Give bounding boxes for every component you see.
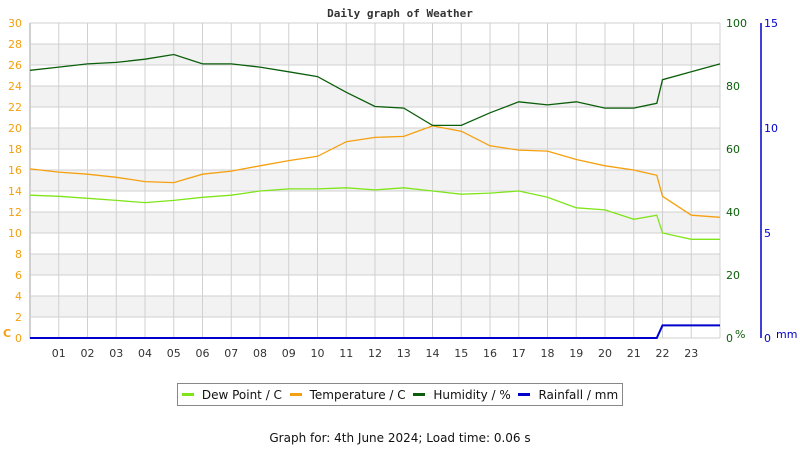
humidity-tick-label: 20 — [726, 269, 740, 282]
y-tick-label: 10 — [8, 227, 22, 240]
x-tick-label: 08 — [253, 347, 267, 360]
x-tick-label: 21 — [627, 347, 641, 360]
weather-chart: Daily graph of Weather 01 02 03 04 05 06 07 08 0… — [3, 7, 797, 360]
y-tick-label: 6 — [15, 269, 22, 282]
humidity-tick-label: 100 — [726, 17, 747, 30]
rain-axis-unit: mm — [776, 328, 797, 341]
legend-item-rainfall: Rainfall / mm — [518, 388, 618, 402]
plot-area — [29, 22, 721, 339]
dew-point-line — [29, 187, 720, 240]
x-tick-label: 03 — [109, 347, 123, 360]
x-tick-label: 20 — [598, 347, 612, 360]
axes: 01 02 03 04 05 06 07 08 09 10 11 12 13 14 15 16 17 18 19 20… — [3, 17, 797, 360]
graph-footer: Graph for: 4th June 2024; Load time: 0.0… — [269, 431, 531, 445]
rainfall-swatch-icon — [518, 393, 531, 396]
y-tick-label: 12 — [8, 206, 22, 219]
temperature-line — [29, 125, 721, 218]
x-tick-label: 16 — [483, 347, 497, 360]
y-tick-label: 16 — [8, 164, 22, 177]
y-tick-label: 22 — [8, 101, 22, 114]
legend-label: Rainfall / mm — [538, 387, 619, 402]
x-tick-label: 18 — [541, 347, 555, 360]
y-tick-label: 8 — [15, 248, 22, 261]
y-tick-label: 20 — [8, 122, 22, 135]
x-tick-label: 09 — [282, 347, 296, 360]
x-tick-label: 05 — [167, 347, 181, 360]
legend-label: Humidity / % — [433, 387, 511, 402]
rain-tick-label: 15 — [764, 17, 778, 30]
x-tick-label: 01 — [52, 347, 66, 360]
legend-label: Temperature / C — [309, 387, 406, 402]
humidity-swatch-icon — [413, 393, 426, 396]
chart-title: Daily graph of Weather — [327, 7, 473, 20]
x-tick-label: 10 — [311, 347, 325, 360]
humidity-axis-unit: % — [735, 328, 745, 341]
humidity-tick-label: 40 — [726, 206, 740, 219]
y-tick-label: 0 — [15, 332, 22, 345]
rain-tick-label: 5 — [764, 227, 771, 240]
y-tick-label: 4 — [15, 290, 22, 303]
x-tick-label: 07 — [224, 347, 238, 360]
dew-point-swatch-icon — [181, 393, 194, 396]
rain-tick-label: 0 — [764, 332, 771, 345]
y-tick-label: 2 — [15, 311, 22, 324]
rainfall-line — [30, 324, 720, 339]
x-tick-label: 22 — [656, 347, 670, 360]
x-tick-label: 14 — [426, 347, 440, 360]
legend-item-temperature: Temperature / C — [289, 387, 406, 402]
y-tick-label: 30 — [8, 17, 22, 30]
x-tick-label: 15 — [454, 347, 468, 360]
series-lines — [29, 53, 721, 339]
x-tick-label: 17 — [512, 347, 526, 360]
x-tick-label: 04 — [138, 347, 152, 360]
x-tick-label: 13 — [397, 347, 411, 360]
left-axis-unit: C — [3, 327, 11, 340]
temperature-swatch-icon — [289, 393, 302, 396]
y-tick-label: 28 — [8, 38, 22, 51]
x-tick-label: 02 — [81, 347, 95, 360]
x-tick-label: 06 — [196, 347, 210, 360]
legend-label: Dew Point / C — [201, 387, 282, 402]
y-tick-label: 18 — [8, 143, 22, 156]
legend-item-dew-point: Dew Point / C — [181, 387, 282, 402]
humidity-tick-label: 80 — [726, 80, 740, 93]
y-tick-label: 24 — [8, 80, 22, 93]
x-tick-label: 23 — [684, 347, 698, 360]
legend-item-humidity: Humidity / % — [413, 387, 511, 402]
legend: Dew Point / C Temperature / C Humidity /… — [177, 383, 623, 406]
x-tick-label: 12 — [368, 347, 382, 360]
humidity-tick-label: 0 — [726, 332, 733, 345]
y-tick-label: 14 — [8, 185, 22, 198]
humidity-line — [29, 53, 721, 127]
rain-tick-label: 10 — [764, 122, 778, 135]
humidity-tick-label: 60 — [726, 143, 740, 156]
x-tick-label: 11 — [339, 347, 353, 360]
y-tick-label: 26 — [8, 59, 22, 72]
x-tick-label: 19 — [569, 347, 583, 360]
